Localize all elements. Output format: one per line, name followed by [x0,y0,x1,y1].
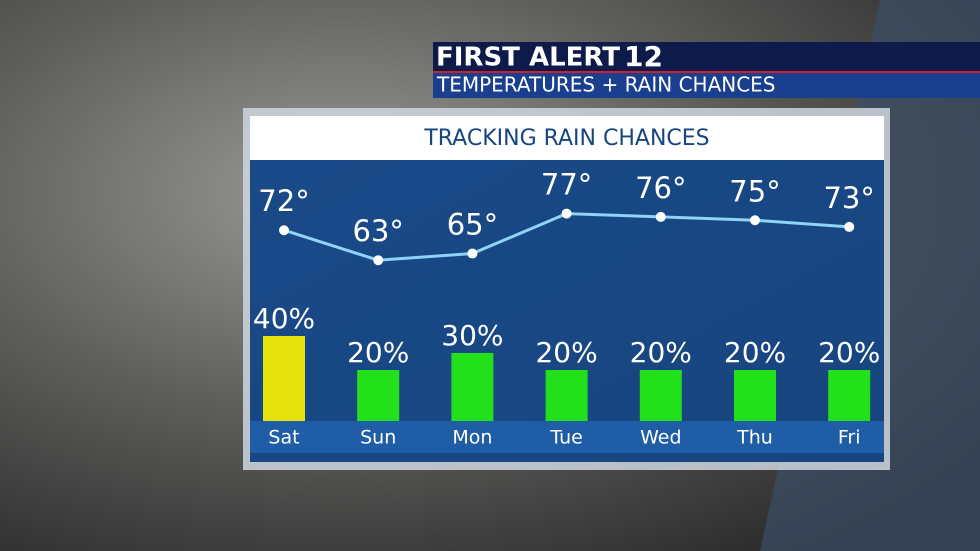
header-bar [433,42,980,71]
day-label: Thu [736,427,773,449]
temp-label: 77° [541,168,592,202]
rain-label: 20% [347,336,409,369]
channel: 12 [624,40,663,73]
rain-label: 30% [441,319,503,352]
subtitle: TEMPERATURES + RAIN CHANCES [436,73,776,97]
brand: FIRST ALERT [436,43,620,73]
rain-bar [545,370,588,421]
temp-label: 76° [635,171,686,205]
day-label: Mon [452,427,492,449]
temp-point [467,248,478,259]
day-label: Tue [549,427,582,449]
rain-bar [828,370,871,421]
subheader-bar [433,73,980,98]
temp-point [844,221,855,232]
rain-label: 40% [253,302,315,335]
temp-point [655,211,666,222]
rain-bar [263,336,305,421]
rain-bar [639,370,682,421]
rain-label: 20% [724,336,786,369]
rain-label: 20% [535,336,597,369]
temp-label: 65° [447,208,498,242]
temp-point [561,208,572,219]
temp-point [750,215,760,226]
chart-title: TRACKING RAIN CHANCES [423,126,709,151]
rain-bar [734,370,776,421]
rain-label: 20% [818,336,880,369]
temp-label: 75° [729,174,780,208]
day-label: Wed [640,427,681,449]
rain-bar [451,353,494,421]
title-bar [250,116,884,160]
temp-label: 63° [352,214,403,248]
temp-point [373,255,384,266]
day-label: Sun [360,427,396,449]
day-label: Sat [268,427,299,449]
day-strip [250,421,884,453]
rain-bar [357,370,400,421]
header-rule [433,71,980,73]
rain-label: 20% [630,336,692,369]
temp-point [279,225,289,236]
temp-label: 72° [258,184,309,218]
day-label: Fri [838,427,861,449]
temp-label: 73° [823,181,874,215]
